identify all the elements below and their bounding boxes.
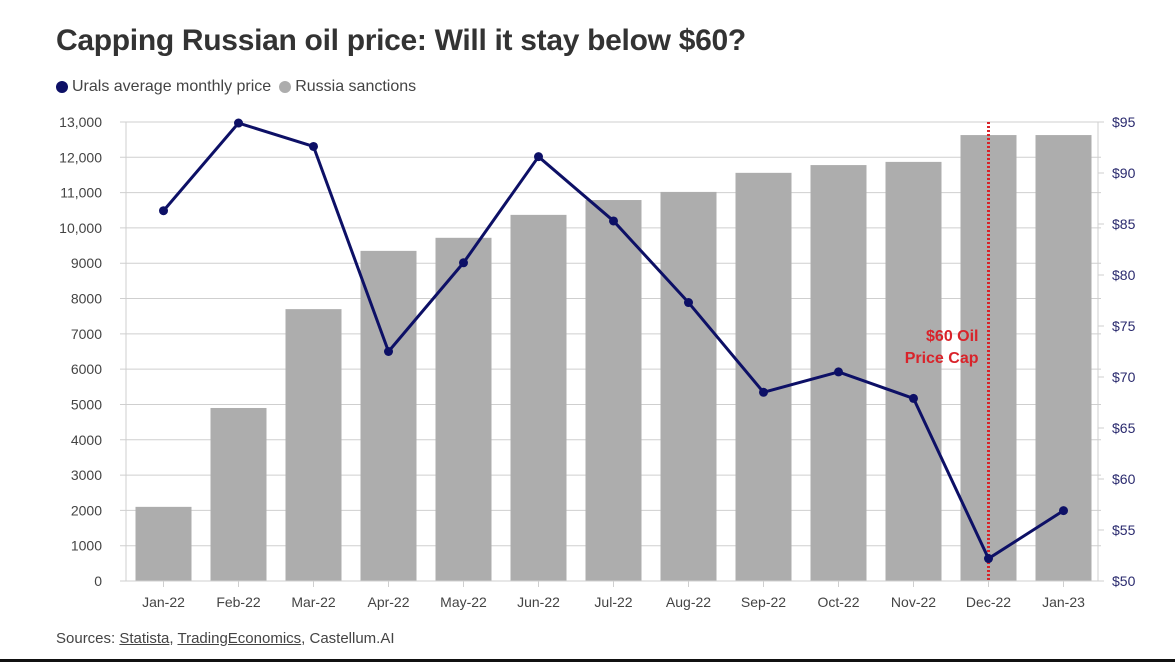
- x-tick-label: Mar-22: [291, 594, 336, 610]
- link-tradingeconomics[interactable]: TradingEconomics: [177, 630, 302, 647]
- sources-sep: ,: [169, 630, 178, 647]
- bar-apr-22: [360, 250, 417, 581]
- right-tick-label: $90: [1112, 165, 1136, 181]
- urals-point-apr-22: [384, 347, 393, 356]
- urals-point-jan-23: [1059, 506, 1068, 516]
- x-tick-label: Jan-23: [1042, 594, 1085, 610]
- left-tick-label: 7000: [71, 326, 102, 342]
- x-tick-label: Jan-22: [142, 594, 185, 610]
- right-tick-label: $60: [1112, 471, 1136, 487]
- legend-marker-sanctions: [279, 81, 292, 93]
- bar-feb-22: [210, 407, 267, 581]
- urals-point-feb-22: [234, 118, 243, 128]
- urals-point-aug-22: [684, 298, 693, 308]
- bar-aug-22: [660, 191, 717, 581]
- left-tick-label: 0: [94, 573, 102, 589]
- bar-jul-22: [585, 200, 642, 581]
- left-tick-label: 9000: [71, 255, 102, 271]
- bottom-rule: [0, 659, 1175, 662]
- left-tick-label: 2000: [71, 502, 102, 518]
- left-tick-label: 10,000: [59, 220, 102, 236]
- x-tick-label: Feb-22: [216, 594, 261, 610]
- legend: Urals average monthly price Russia sanct…: [56, 78, 424, 96]
- right-tick-label: $65: [1112, 420, 1136, 436]
- annotation-line1: $60 Oil: [926, 328, 978, 345]
- legend-item-urals: Urals average monthly price: [56, 78, 271, 96]
- right-tick-label: $95: [1112, 114, 1136, 130]
- right-tick-label: $70: [1112, 369, 1136, 385]
- bar-mar-22: [285, 309, 342, 581]
- x-tick-label: May-22: [440, 594, 487, 610]
- legend-label-sanctions: Russia sanctions: [295, 78, 417, 95]
- bar-jan-22: [135, 506, 192, 581]
- urals-point-mar-22: [309, 141, 318, 151]
- sources-suffix: , Castellum.AI: [301, 630, 395, 647]
- urals-point-nov-22: [909, 393, 918, 403]
- left-tick-label: 8000: [71, 291, 102, 307]
- x-tick-label: Oct-22: [817, 594, 859, 610]
- bar-may-22: [435, 237, 492, 581]
- legend-item-sanctions: Russia sanctions: [279, 78, 416, 96]
- urals-point-jun-22: [534, 152, 543, 162]
- urals-point-may-22: [459, 258, 468, 268]
- urals-point-sep-22: [759, 387, 768, 397]
- x-tick-label: Apr-22: [367, 594, 409, 610]
- chart-title: Capping Russian oil price: Will it stay …: [56, 24, 746, 57]
- right-tick-label: $50: [1112, 573, 1136, 589]
- legend-label-urals: Urals average monthly price: [72, 78, 272, 95]
- x-tick-label: Jul-22: [594, 594, 632, 610]
- left-tick-label: 5000: [71, 396, 102, 412]
- legend-marker-urals: [56, 81, 68, 93]
- x-tick-label: Nov-22: [891, 594, 936, 610]
- right-tick-label: $55: [1112, 522, 1136, 538]
- bar-jun-22: [510, 214, 567, 581]
- x-tick-label: Jun-22: [517, 594, 560, 610]
- left-tick-label: 13,000: [59, 114, 102, 130]
- bar-sep-22: [735, 172, 792, 581]
- left-tick-label: 4000: [71, 432, 102, 448]
- bar-nov-22: [885, 161, 942, 581]
- urals-point-jan-22: [159, 206, 168, 216]
- urals-point-dec-22: [984, 554, 993, 564]
- sources-prefix: Sources:: [56, 630, 120, 647]
- right-tick-label: $80: [1112, 267, 1136, 283]
- x-tick-label: Aug-22: [666, 594, 711, 610]
- urals-point-jul-22: [609, 216, 618, 226]
- right-tick-label: $75: [1112, 318, 1136, 334]
- link-statista[interactable]: Statista: [119, 630, 170, 647]
- x-tick-label: Dec-22: [966, 594, 1011, 610]
- sources-footer: Sources: Statista, TradingEconomics, Cas…: [56, 630, 395, 647]
- urals-point-oct-22: [834, 367, 843, 377]
- left-tick-label: 3000: [71, 467, 102, 483]
- left-tick-label: 1000: [71, 538, 102, 554]
- right-tick-label: $85: [1112, 216, 1136, 232]
- x-tick-label: Sep-22: [741, 594, 786, 610]
- annotation-line2: Price Cap: [905, 350, 979, 367]
- left-tick-label: 6000: [71, 361, 102, 377]
- left-tick-label: 11,000: [60, 185, 102, 201]
- left-tick-label: 12,000: [59, 149, 102, 165]
